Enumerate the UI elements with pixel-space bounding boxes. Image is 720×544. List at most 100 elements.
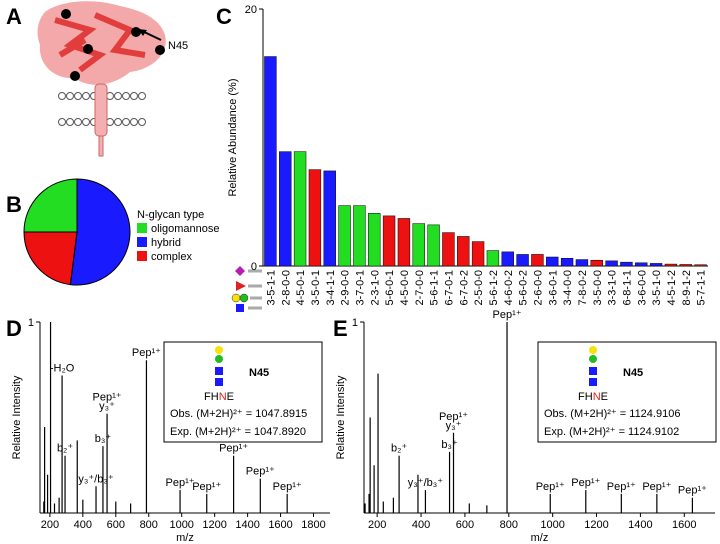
bar [516,254,529,267]
bar [635,262,648,267]
bar [279,151,292,267]
x-tick-label: 6-7-0-2 [458,270,470,305]
x-tick-label: 5-6-0-1 [384,270,396,305]
x-tick-label: 400 [74,519,92,531]
legend-swatch [137,237,147,247]
sequence-part: E [227,391,234,403]
sequence-part: FH [578,391,593,403]
site-label: N45 [249,367,269,379]
glycan-icon [215,355,223,363]
x-axis-label: m/z [176,532,194,544]
x-tick-label: 1800 [301,519,325,531]
bar [575,259,589,267]
x-tick-label: 2-8-0-0 [280,270,292,305]
x-tick-label: 200 [41,519,59,531]
x-tick-label: 3-5-0-1 [310,270,322,305]
site-label: N45 [168,40,188,52]
panel-label: D [6,316,22,341]
x-tick-label: 800 [500,519,518,531]
peak-label: Pep¹⁺ [642,481,671,493]
sequence-part: N [593,391,601,403]
glycan-icon [215,367,223,375]
bar [560,258,574,267]
bar [486,250,500,267]
panel-label: E [333,316,348,341]
observed-mass: Obs. (M+2H)²⁺ = 1124.9106 [544,408,680,420]
y-tick-label: 0 [251,261,257,273]
peak-label: y₃⁺ [99,401,115,413]
panel-label: C [216,4,232,29]
y-axis-label: Relative Abundance (%) [227,78,239,196]
protein-illustration [37,1,166,157]
x-tick-label: 1200 [202,519,226,531]
x-tick-label: 3-5-0-0 [592,270,604,305]
x-tick-label: 3-3-1-0 [607,270,619,305]
peak-label: b₂⁺ [391,443,407,455]
x-tick-label: 600 [107,519,125,531]
peak-label: Pep¹⁺ [93,392,122,404]
sequence-part: FH [204,391,219,403]
bar [338,205,351,267]
bar [649,263,663,267]
peak-label: b₃⁺ [95,433,112,445]
x-tick-label: 2-3-1-0 [369,270,381,305]
bar [590,259,603,267]
x-tick-label: 200 [368,519,386,531]
x-tick-label: 5-6-0-2 [518,270,530,305]
x-tick-label: 1000 [169,519,193,531]
peak-label: Pep¹⁺ [219,443,248,455]
expected-mass: Exp. (M+2H)²⁺ = 1124.9102 [544,426,679,438]
x-tick-label: 2-6-0-0 [532,270,544,305]
bar [664,263,678,267]
pie-slice [23,231,78,286]
peptide-sequence: FHNE [204,391,234,403]
bar [308,169,322,267]
glycan-icon [589,378,597,386]
bar [293,151,307,267]
symbol-legend [231,266,262,312]
peak-label: Pep¹⁺ [192,481,221,493]
x-tick-label: 2-5-0-0 [473,270,485,305]
observed-mass: Obs. (M+2H)²⁺ = 1047.8915 [170,408,307,420]
bar [694,264,707,267]
x-tick-label: 6-7-0-1 [443,270,455,305]
x-axis-label: m/z [531,532,549,544]
peak-label: Pep¹⁺ [246,466,275,478]
legend-swatch [137,251,147,261]
x-tick-label: 600 [456,519,474,531]
x-tick-label: 3-4-1-1 [325,270,337,305]
legend-label: complex [151,251,192,263]
x-tick-label: 800 [140,519,158,531]
x-tick-label: 1200 [584,519,608,531]
x-tick-label: 4-5-1-2 [666,270,678,305]
pie-slice [23,178,78,233]
panel-label: A [6,4,22,29]
y-axis-label: Relative Intensity [335,375,347,459]
x-tick-label: 3-4-0-0 [562,270,574,305]
legend-title: N-glycan type [137,209,204,221]
legend-swatch [137,223,147,233]
bar [368,213,381,267]
peptide-sequence: FHNE [578,391,608,403]
bar [427,224,440,267]
bar [353,205,366,267]
x-tick-label: 1000 [540,519,564,531]
peak-label: y₃⁺/b₃⁺ [78,473,113,485]
x-tick-label: 1600 [268,519,292,531]
glycan-icon [215,378,223,386]
legend-label: oligomannose [151,223,220,235]
peak-label: Pep¹⁺ [536,481,565,493]
y-tick-label: 20 [245,4,257,16]
x-tick-label: 4-6-0-2 [503,270,515,305]
x-tick-label: 4-5-0-1 [295,270,307,305]
peak-label: Pep¹⁺ [273,481,302,493]
x-tick-label: 2-9-0-0 [340,270,352,305]
sequence-part: N [219,391,227,403]
x-tick-label: 1400 [235,519,259,531]
panel-label: B [6,192,22,217]
peak-label: y₃⁺/b₃⁺ [408,477,443,489]
y-tick-label: 1 [352,317,358,329]
glycan-icon [215,346,223,354]
x-tick-label: 1400 [628,519,652,531]
